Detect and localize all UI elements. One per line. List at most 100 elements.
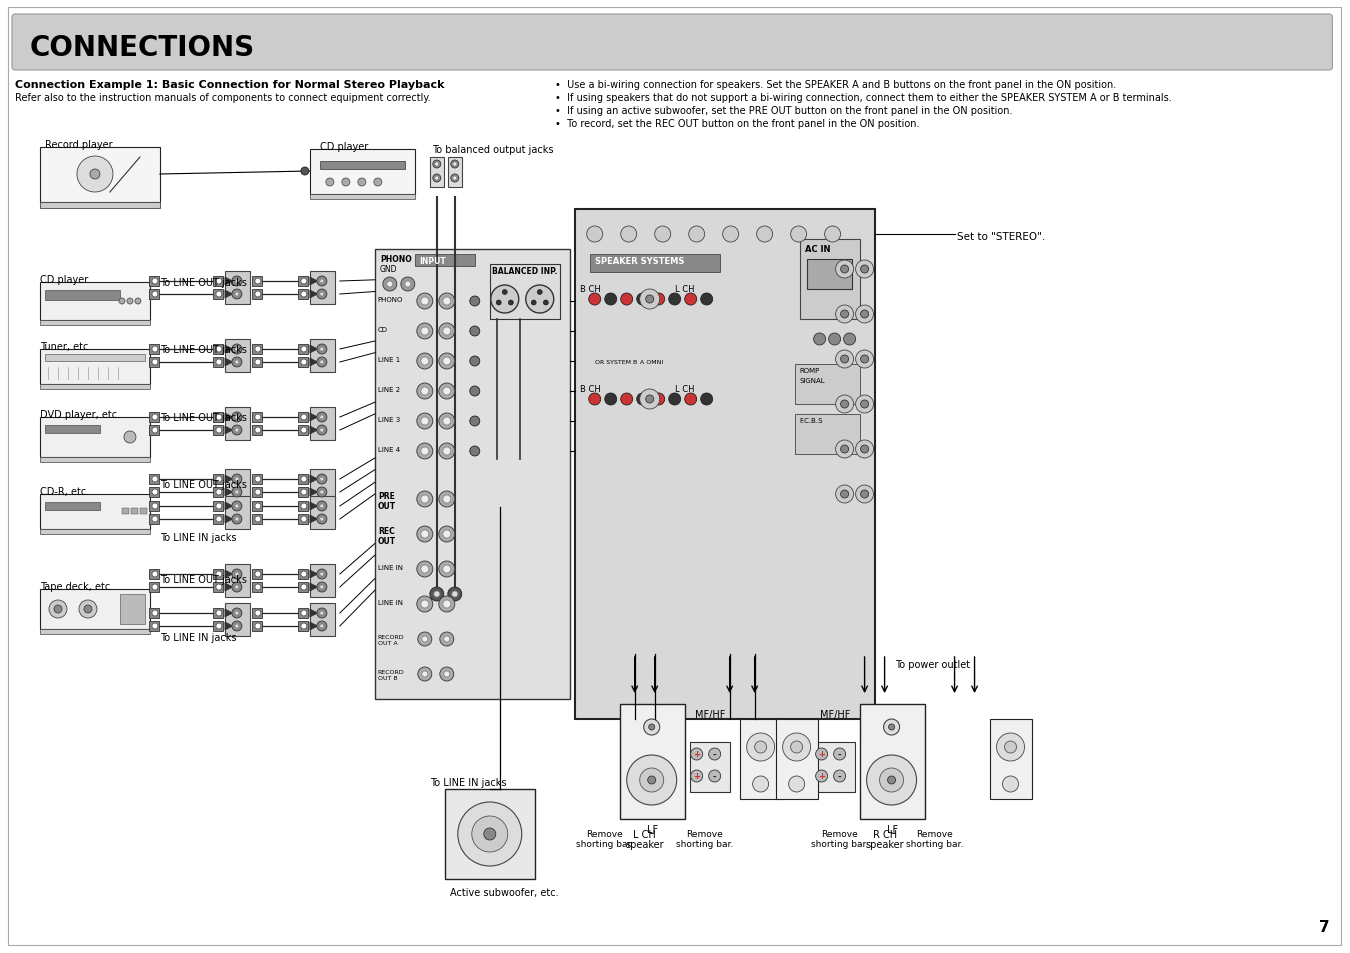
Circle shape	[888, 724, 895, 730]
Bar	[298, 569, 308, 579]
Text: To LINE OUT jacks: To LINE OUT jacks	[159, 479, 247, 490]
Circle shape	[232, 621, 242, 631]
Circle shape	[417, 526, 433, 542]
Text: Connection Example 1: Basic Connection for Normal Stereo Playback: Connection Example 1: Basic Connection f…	[15, 80, 444, 90]
Bar	[225, 339, 250, 373]
Circle shape	[320, 280, 324, 284]
Circle shape	[317, 276, 327, 287]
Text: •  If using speakers that do not support a bi-wiring connection, connect them to: • If using speakers that do not support …	[555, 92, 1172, 103]
Circle shape	[537, 291, 543, 295]
Bar	[298, 621, 308, 631]
Circle shape	[317, 569, 327, 579]
Bar	[148, 488, 159, 497]
Text: REC: REC	[378, 526, 394, 536]
Circle shape	[301, 168, 309, 175]
Bar	[148, 357, 159, 368]
Circle shape	[49, 600, 68, 618]
Circle shape	[320, 293, 324, 296]
Circle shape	[747, 733, 775, 761]
Circle shape	[621, 294, 633, 306]
Circle shape	[216, 517, 221, 522]
Circle shape	[320, 477, 324, 481]
Circle shape	[417, 384, 433, 399]
Circle shape	[860, 491, 868, 498]
Circle shape	[836, 395, 853, 414]
Circle shape	[439, 492, 455, 507]
Circle shape	[836, 306, 853, 324]
Circle shape	[255, 517, 261, 522]
Circle shape	[755, 741, 767, 753]
Circle shape	[317, 475, 327, 484]
Text: PRE: PRE	[378, 492, 394, 500]
Circle shape	[470, 387, 479, 396]
Circle shape	[255, 476, 261, 482]
Circle shape	[621, 394, 633, 406]
Bar	[414, 254, 475, 267]
Circle shape	[443, 448, 451, 456]
Circle shape	[153, 476, 158, 482]
Bar	[252, 569, 262, 579]
Circle shape	[235, 612, 239, 616]
Circle shape	[543, 301, 548, 306]
Circle shape	[421, 417, 429, 426]
Circle shape	[320, 612, 324, 616]
Polygon shape	[225, 516, 234, 523]
Circle shape	[320, 360, 324, 365]
Circle shape	[491, 286, 518, 314]
Polygon shape	[310, 358, 317, 367]
Circle shape	[153, 490, 158, 496]
Bar	[213, 582, 223, 593]
Text: +: +	[818, 772, 825, 781]
Circle shape	[443, 328, 451, 335]
Circle shape	[235, 624, 239, 628]
Polygon shape	[225, 346, 234, 354]
Circle shape	[301, 292, 306, 297]
Circle shape	[841, 400, 849, 409]
Circle shape	[216, 490, 221, 496]
Polygon shape	[225, 583, 234, 592]
Bar	[310, 150, 414, 194]
Circle shape	[124, 432, 136, 443]
Circle shape	[127, 298, 132, 305]
Circle shape	[417, 597, 433, 613]
Circle shape	[841, 266, 849, 274]
Text: Active subwoofer, etc.: Active subwoofer, etc.	[450, 887, 559, 897]
Circle shape	[317, 621, 327, 631]
Text: Record player: Record player	[45, 140, 112, 150]
Circle shape	[417, 354, 433, 370]
Circle shape	[856, 440, 873, 458]
Circle shape	[836, 485, 853, 503]
Circle shape	[814, 334, 826, 346]
Circle shape	[153, 359, 158, 366]
Circle shape	[451, 161, 459, 169]
Circle shape	[791, 741, 803, 753]
Circle shape	[688, 227, 705, 243]
Circle shape	[652, 394, 664, 406]
Circle shape	[320, 491, 324, 495]
Circle shape	[880, 768, 903, 792]
Text: To balanced output jacks: To balanced output jacks	[432, 145, 554, 154]
Circle shape	[84, 605, 92, 614]
Polygon shape	[310, 571, 317, 578]
Circle shape	[320, 348, 324, 352]
Bar	[213, 290, 223, 299]
Circle shape	[856, 485, 873, 503]
Circle shape	[232, 501, 242, 512]
Bar	[148, 276, 159, 287]
Circle shape	[216, 623, 221, 629]
Circle shape	[439, 324, 455, 339]
Circle shape	[320, 429, 324, 433]
Text: LINE 2: LINE 2	[378, 387, 400, 393]
Circle shape	[301, 347, 306, 353]
Bar	[310, 194, 414, 200]
Text: LINE 1: LINE 1	[378, 356, 400, 363]
Polygon shape	[225, 502, 234, 511]
Text: Tape deck, etc.: Tape deck, etc.	[40, 581, 113, 592]
Circle shape	[841, 355, 849, 364]
Bar	[140, 509, 147, 515]
Text: L CH: L CH	[675, 385, 694, 394]
Circle shape	[417, 443, 433, 459]
Circle shape	[235, 491, 239, 495]
Bar	[298, 290, 308, 299]
Text: +: +	[693, 772, 701, 781]
